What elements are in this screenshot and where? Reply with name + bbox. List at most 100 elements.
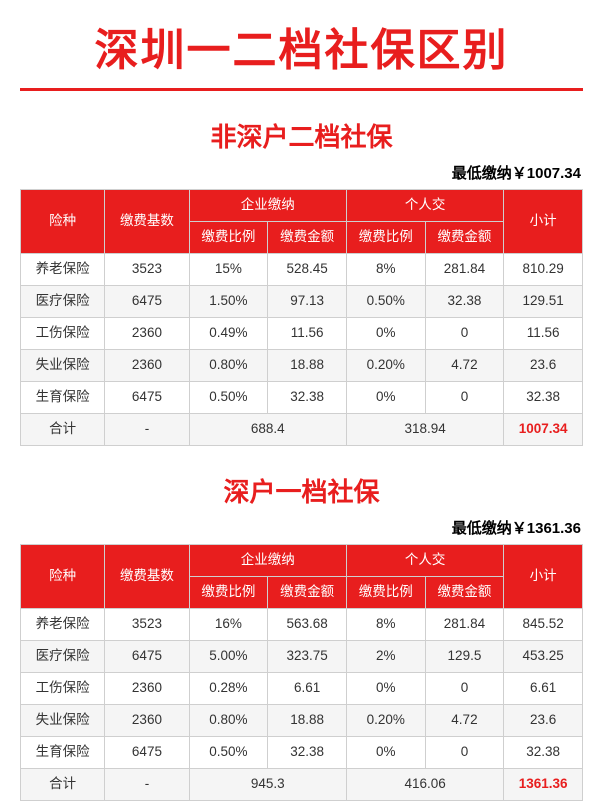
cell-base: 3523 xyxy=(105,254,189,286)
cell-sub: 453.25 xyxy=(504,641,583,673)
main-title: 深圳一二档社保区别 xyxy=(0,0,603,82)
min-payment-label: 最低缴纳￥1007.34 xyxy=(20,158,583,189)
col-header: 险种 xyxy=(21,545,105,609)
cell-pamt: 0 xyxy=(425,737,504,769)
cell-camt: 97.13 xyxy=(268,286,347,318)
col-header: 险种 xyxy=(21,190,105,254)
cell-crate: 5.00% xyxy=(189,641,268,673)
cell-crate: 0.28% xyxy=(189,673,268,705)
section-0: 非深户二档社保最低缴纳￥1007.34险种缴费基数企业缴纳个人交小计缴费比例缴费… xyxy=(0,91,603,446)
cell-base: 6475 xyxy=(105,641,189,673)
cell-sub: 32.38 xyxy=(504,737,583,769)
cell-base: 2360 xyxy=(105,318,189,350)
table-row: 工伤保险23600.28%6.610%06.61 xyxy=(21,673,583,705)
cell-base: 6475 xyxy=(105,382,189,414)
cell-crate: 0.50% xyxy=(189,737,268,769)
cell-crate: 0.80% xyxy=(189,705,268,737)
cell-prate: 0% xyxy=(346,737,425,769)
total-cell: 688.4 xyxy=(189,414,346,446)
cell-prate: 0% xyxy=(346,382,425,414)
cell-type: 医疗保险 xyxy=(21,641,105,673)
cell-sub: 11.56 xyxy=(504,318,583,350)
cell-camt: 18.88 xyxy=(268,350,347,382)
section-title: 深户一档社保 xyxy=(20,456,583,513)
table-total-row: 合计-945.3416.061361.36 xyxy=(21,769,583,801)
table-row: 医疗保险64751.50%97.130.50%32.38129.51 xyxy=(21,286,583,318)
cell-crate: 0.49% xyxy=(189,318,268,350)
cell-type: 失业保险 xyxy=(21,350,105,382)
cell-sub: 23.6 xyxy=(504,350,583,382)
total-cell: - xyxy=(105,769,189,801)
cell-type: 失业保险 xyxy=(21,705,105,737)
cell-base: 2360 xyxy=(105,705,189,737)
table-row: 医疗保险64755.00%323.752%129.5453.25 xyxy=(21,641,583,673)
total-cell: 945.3 xyxy=(189,769,346,801)
total-cell: 416.06 xyxy=(346,769,503,801)
cell-type: 养老保险 xyxy=(21,254,105,286)
cell-pamt: 129.5 xyxy=(425,641,504,673)
total-cell: 1361.36 xyxy=(504,769,583,801)
cell-camt: 563.68 xyxy=(268,609,347,641)
col-header: 缴费比例 xyxy=(189,222,268,254)
col-header: 缴费比例 xyxy=(346,577,425,609)
section-title: 非深户二档社保 xyxy=(20,101,583,158)
cell-camt: 323.75 xyxy=(268,641,347,673)
col-header: 小计 xyxy=(504,545,583,609)
total-cell: 1007.34 xyxy=(504,414,583,446)
cell-prate: 0.50% xyxy=(346,286,425,318)
cell-prate: 8% xyxy=(346,254,425,286)
cell-sub: 23.6 xyxy=(504,705,583,737)
cell-type: 生育保险 xyxy=(21,737,105,769)
cell-prate: 2% xyxy=(346,641,425,673)
col-header: 个人交 xyxy=(346,545,503,577)
cell-camt: 32.38 xyxy=(268,737,347,769)
cell-type: 养老保险 xyxy=(21,609,105,641)
col-header: 缴费金额 xyxy=(425,222,504,254)
col-header: 缴费基数 xyxy=(105,545,189,609)
cell-prate: 0% xyxy=(346,318,425,350)
cell-pamt: 0 xyxy=(425,318,504,350)
cell-type: 工伤保险 xyxy=(21,673,105,705)
cell-crate: 1.50% xyxy=(189,286,268,318)
cell-crate: 15% xyxy=(189,254,268,286)
total-cell: 318.94 xyxy=(346,414,503,446)
col-header: 缴费比例 xyxy=(346,222,425,254)
min-payment-label: 最低缴纳￥1361.36 xyxy=(20,513,583,544)
cell-pamt: 281.84 xyxy=(425,254,504,286)
table-row: 养老保险352315%528.458%281.84810.29 xyxy=(21,254,583,286)
cell-crate: 0.80% xyxy=(189,350,268,382)
col-header: 缴费金额 xyxy=(268,222,347,254)
cell-sub: 845.52 xyxy=(504,609,583,641)
insurance-table: 险种缴费基数企业缴纳个人交小计缴费比例缴费金额缴费比例缴费金额养老保险35231… xyxy=(20,189,583,446)
cell-base: 6475 xyxy=(105,737,189,769)
cell-sub: 129.51 xyxy=(504,286,583,318)
cell-base: 3523 xyxy=(105,609,189,641)
table-row: 生育保险64750.50%32.380%032.38 xyxy=(21,737,583,769)
table-row: 生育保险64750.50%32.380%032.38 xyxy=(21,382,583,414)
cell-prate: 0.20% xyxy=(346,705,425,737)
section-1: 深户一档社保最低缴纳￥1361.36险种缴费基数企业缴纳个人交小计缴费比例缴费金… xyxy=(0,446,603,801)
cell-crate: 0.50% xyxy=(189,382,268,414)
cell-type: 医疗保险 xyxy=(21,286,105,318)
cell-pamt: 281.84 xyxy=(425,609,504,641)
cell-prate: 0.20% xyxy=(346,350,425,382)
cell-sub: 6.61 xyxy=(504,673,583,705)
insurance-table: 险种缴费基数企业缴纳个人交小计缴费比例缴费金额缴费比例缴费金额养老保险35231… xyxy=(20,544,583,801)
cell-prate: 8% xyxy=(346,609,425,641)
cell-camt: 18.88 xyxy=(268,705,347,737)
col-header: 小计 xyxy=(504,190,583,254)
cell-sub: 810.29 xyxy=(504,254,583,286)
table-row: 工伤保险23600.49%11.560%011.56 xyxy=(21,318,583,350)
table-row: 养老保险352316%563.688%281.84845.52 xyxy=(21,609,583,641)
cell-base: 2360 xyxy=(105,673,189,705)
cell-camt: 6.61 xyxy=(268,673,347,705)
col-header: 个人交 xyxy=(346,190,503,222)
cell-base: 2360 xyxy=(105,350,189,382)
cell-pamt: 0 xyxy=(425,382,504,414)
table-total-row: 合计-688.4318.941007.34 xyxy=(21,414,583,446)
cell-sub: 32.38 xyxy=(504,382,583,414)
col-header: 缴费比例 xyxy=(189,577,268,609)
col-header: 缴费基数 xyxy=(105,190,189,254)
col-header: 缴费金额 xyxy=(268,577,347,609)
cell-camt: 528.45 xyxy=(268,254,347,286)
